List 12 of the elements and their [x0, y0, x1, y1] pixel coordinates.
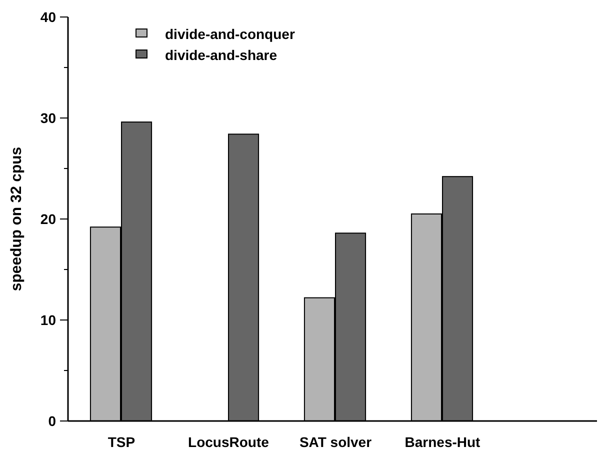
x-tick-label: LocusRoute	[188, 434, 270, 450]
legend-label: divide-and-conquer	[165, 26, 296, 42]
x-tick-label: Barnes-Hut	[404, 434, 481, 450]
y-tick-label: 30	[40, 110, 56, 126]
x-tick-label: SAT solver	[299, 434, 372, 450]
legend-label: divide-and-share	[165, 46, 278, 63]
y-tick-label: 0	[48, 412, 56, 429]
y-axis-title: speedup on 32 cpus	[8, 146, 25, 292]
y-tick-label: 40	[40, 8, 56, 25]
x-tick-label: TSP	[108, 434, 136, 450]
y-tick-label: 20	[40, 210, 56, 227]
y-tick-label: 10	[40, 312, 56, 328]
